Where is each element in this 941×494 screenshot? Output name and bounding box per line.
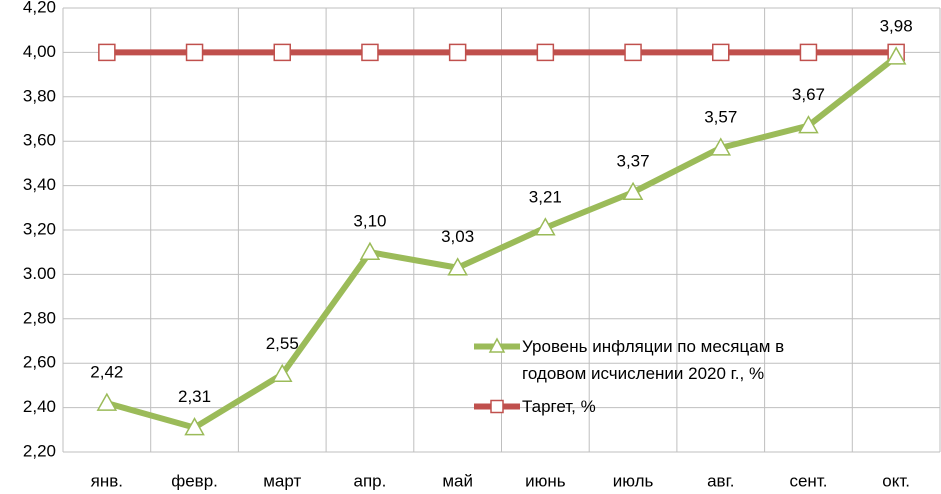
marker <box>622 181 644 201</box>
marker <box>359 241 381 260</box>
marker <box>447 257 468 276</box>
legend-marker <box>488 337 506 353</box>
y-tick-label: 3,60 <box>23 131 56 150</box>
x-tick-label: апр. <box>354 471 387 490</box>
y-tick-label: 2,60 <box>23 353 56 372</box>
marker <box>710 137 732 156</box>
marker <box>885 46 907 65</box>
x-tick-label: июль <box>613 471 654 490</box>
data-label: 3,21 <box>529 187 562 206</box>
data-label: 3,57 <box>704 107 737 126</box>
legend-swatch <box>474 399 520 414</box>
x-tick-label: июнь <box>525 471 566 490</box>
marker <box>448 43 467 62</box>
data-label: 2,55 <box>266 334 299 353</box>
data-label: 3,03 <box>441 227 474 246</box>
series-line <box>106 54 899 431</box>
legend-swatch <box>474 337 520 353</box>
marker <box>799 43 818 62</box>
legend-marker <box>490 399 504 414</box>
data-label: 3,10 <box>353 212 386 231</box>
legend-label: Уровень инфляции по месяцам в годовом ис… <box>522 337 785 383</box>
marker <box>98 43 116 62</box>
marker <box>798 115 819 134</box>
marker <box>184 417 205 436</box>
y-tick-label: 2,20 <box>23 441 56 460</box>
x-tick-label: окт. <box>882 471 910 490</box>
marker <box>535 217 556 236</box>
y-tick-label: 3,80 <box>23 86 56 105</box>
y-tick-label: 4,00 <box>23 42 56 61</box>
x-tick-label: май <box>442 471 473 490</box>
x-tick-label: сент. <box>789 471 827 490</box>
marker <box>712 43 730 62</box>
x-tick-label: янв. <box>91 471 123 490</box>
y-tick-label: 3.00 <box>23 264 56 283</box>
x-tick-label: февр. <box>171 471 218 490</box>
marker <box>361 43 379 62</box>
data-label: 2,31 <box>178 387 211 406</box>
y-tick-label: 2,40 <box>23 397 56 416</box>
data-label: 3,67 <box>792 85 825 104</box>
y-tick-label: 3,20 <box>23 219 56 238</box>
marker <box>185 43 204 62</box>
y-tick-label: 3,40 <box>23 175 56 194</box>
marker <box>271 363 293 383</box>
legend-entry: Таргет, % <box>472 393 842 420</box>
y-tick-label: 2,80 <box>23 308 56 327</box>
data-label: 3,98 <box>880 16 913 35</box>
marker <box>96 392 118 411</box>
marker <box>536 43 555 62</box>
y-tick-label: 4,20 <box>23 0 56 16</box>
data-label: 2,42 <box>90 363 123 382</box>
data-label: 3,37 <box>617 152 650 171</box>
x-tick-label: авг. <box>707 471 734 490</box>
x-tick-label: март <box>263 471 301 490</box>
legend-label: Таргет, % <box>522 397 596 416</box>
marker <box>273 43 291 62</box>
legend-entry: Уровень инфляции по месяцам в годовом ис… <box>472 333 842 387</box>
marker <box>624 43 642 62</box>
